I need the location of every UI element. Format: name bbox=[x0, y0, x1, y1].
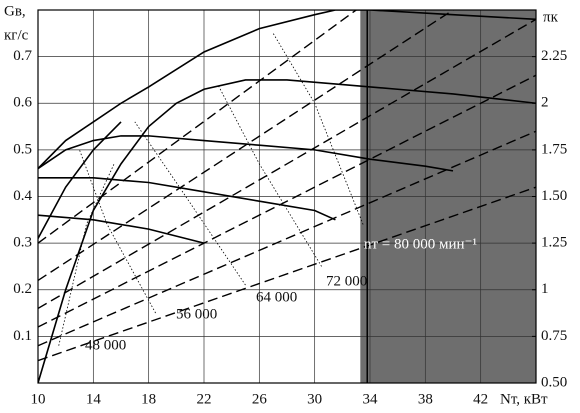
y-tick-label: 0.5 bbox=[13, 141, 32, 157]
x-tick-label: 26 bbox=[252, 391, 268, 407]
x-tick-label: 42 bbox=[473, 391, 488, 407]
y-tick-label: 0.1 bbox=[13, 328, 32, 344]
annotation: nт = 80 000 мин⁻¹ bbox=[364, 236, 477, 252]
annotation: 48 000 bbox=[85, 337, 126, 353]
y-tick-label: 0.4 bbox=[13, 188, 32, 204]
series-line bbox=[38, 10, 536, 170]
plot-frame bbox=[37, 9, 537, 384]
x-tick-label: 22 bbox=[197, 391, 212, 407]
y2-tick-label: 1 bbox=[541, 281, 549, 297]
x-axis-label: Nт, кВт bbox=[500, 391, 548, 407]
annotation: 56 000 bbox=[176, 306, 217, 322]
series-line bbox=[38, 79, 536, 383]
series-line bbox=[38, 18, 536, 310]
series-line bbox=[217, 84, 322, 267]
series-line bbox=[38, 121, 122, 239]
series-line bbox=[58, 163, 115, 346]
annotation: 72 000 bbox=[326, 273, 367, 289]
y-tick-label: 0.3 bbox=[13, 235, 32, 251]
y2-tick-label: 0.50 bbox=[541, 374, 567, 390]
annotation: 64 000 bbox=[256, 289, 297, 305]
series-line bbox=[134, 121, 246, 286]
series-line bbox=[38, 10, 357, 244]
y-tick-label: 0.7 bbox=[13, 48, 32, 64]
series-line bbox=[38, 177, 336, 221]
y-tick-label: 0.6 bbox=[13, 95, 32, 111]
y2-tick-label: 1.25 bbox=[541, 235, 567, 251]
y2-tick-label: 1.75 bbox=[541, 141, 567, 157]
series-line bbox=[38, 135, 454, 172]
y2-tick-label: 0.75 bbox=[541, 328, 567, 344]
y-axis-label: кг/с bbox=[4, 27, 29, 43]
series-line bbox=[38, 10, 454, 282]
y-tick-label: 0.2 bbox=[13, 281, 32, 297]
x-tick-label: 14 bbox=[86, 391, 102, 407]
y2-tick-label: 2 bbox=[541, 95, 549, 111]
series-line bbox=[38, 130, 536, 347]
series-line bbox=[38, 74, 536, 328]
y2-tick-label: 1.50 bbox=[541, 188, 567, 204]
x-tick-label: 18 bbox=[141, 391, 156, 407]
x-tick-label: 38 bbox=[418, 391, 433, 407]
x-tick-label: 34 bbox=[363, 391, 379, 407]
series-line bbox=[272, 33, 364, 225]
y-axis-label: Gв, bbox=[4, 3, 26, 19]
x-tick-label: 30 bbox=[307, 391, 322, 407]
series-line bbox=[38, 186, 536, 362]
plot-lines bbox=[38, 10, 536, 383]
series-line bbox=[38, 214, 205, 244]
x-tick-label: 10 bbox=[31, 391, 46, 407]
y2-axis-label: πк bbox=[543, 9, 559, 25]
y2-tick-label: 2.25 bbox=[541, 48, 567, 64]
